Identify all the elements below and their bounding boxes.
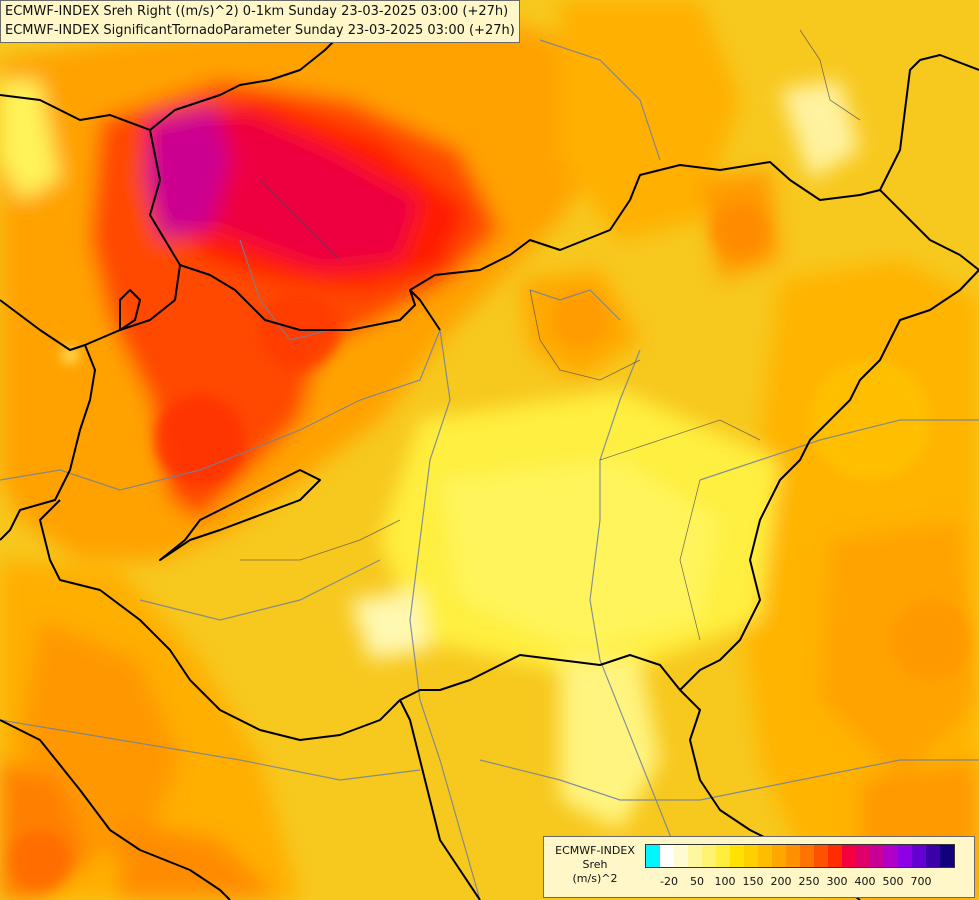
legend-tick-labels: -20 50 100 150 200 250 300 400 500 700 [645, 875, 967, 891]
legend-swatch [842, 845, 856, 867]
map-title-box: ECMWF-INDEX Sreh Right ((m/s)^2) 0-1km S… [0, 0, 520, 43]
legend-swatch [800, 845, 814, 867]
legend-tick-label: 250 [798, 875, 820, 888]
legend-swatch [912, 845, 926, 867]
legend-title-line1: ECMWF-INDEX [555, 844, 635, 857]
legend-tick-label: 700 [910, 875, 932, 888]
legend-swatch [898, 845, 912, 867]
rivers [0, 39, 979, 900]
legend-swatch [688, 845, 702, 867]
legend-swatch [884, 845, 898, 867]
legend-swatch [786, 845, 800, 867]
legend-swatch [940, 845, 954, 867]
color-legend: ECMWF-INDEX Sreh (m/s)^2 -20 50 100 150 200 2… [543, 836, 975, 898]
legend-swatch [702, 845, 716, 867]
legend-tick-label: 500 [882, 875, 904, 888]
legend-title: ECMWF-INDEX Sreh (m/s)^2 [548, 844, 642, 886]
legend-swatch [870, 845, 884, 867]
legend-tick-label: 150 [742, 875, 764, 888]
legend-tick-label: 300 [826, 875, 848, 888]
title-line-sreh: ECMWF-INDEX Sreh Right ((m/s)^2) 0-1km S… [5, 4, 509, 19]
legend-color-scale [645, 844, 955, 868]
legend-tick-label: 200 [770, 875, 792, 888]
legend-swatch [926, 845, 940, 867]
legend-tick-label: 100 [714, 875, 736, 888]
legend-swatch [730, 845, 744, 867]
legend-swatch [744, 845, 758, 867]
legend-swatch [646, 845, 660, 867]
legend-swatch [660, 845, 674, 867]
legend-tick-label: -20 [660, 875, 678, 888]
legend-swatch [856, 845, 870, 867]
legend-swatch [716, 845, 730, 867]
region-borders [240, 29, 861, 641]
legend-title-line2: Sreh [582, 858, 608, 871]
title-line-stp: ECMWF-INDEX SignificantTornadoParameter … [5, 23, 515, 38]
legend-swatch [758, 845, 772, 867]
legend-swatch [814, 845, 828, 867]
legend-swatch [772, 845, 786, 867]
legend-tick-label: 400 [854, 875, 876, 888]
sreh-field-detail [10, 202, 970, 890]
legend-swatch [674, 845, 688, 867]
legend-tick-label: 50 [690, 875, 704, 888]
legend-title-line3: (m/s)^2 [572, 872, 618, 885]
legend-swatch [828, 845, 842, 867]
